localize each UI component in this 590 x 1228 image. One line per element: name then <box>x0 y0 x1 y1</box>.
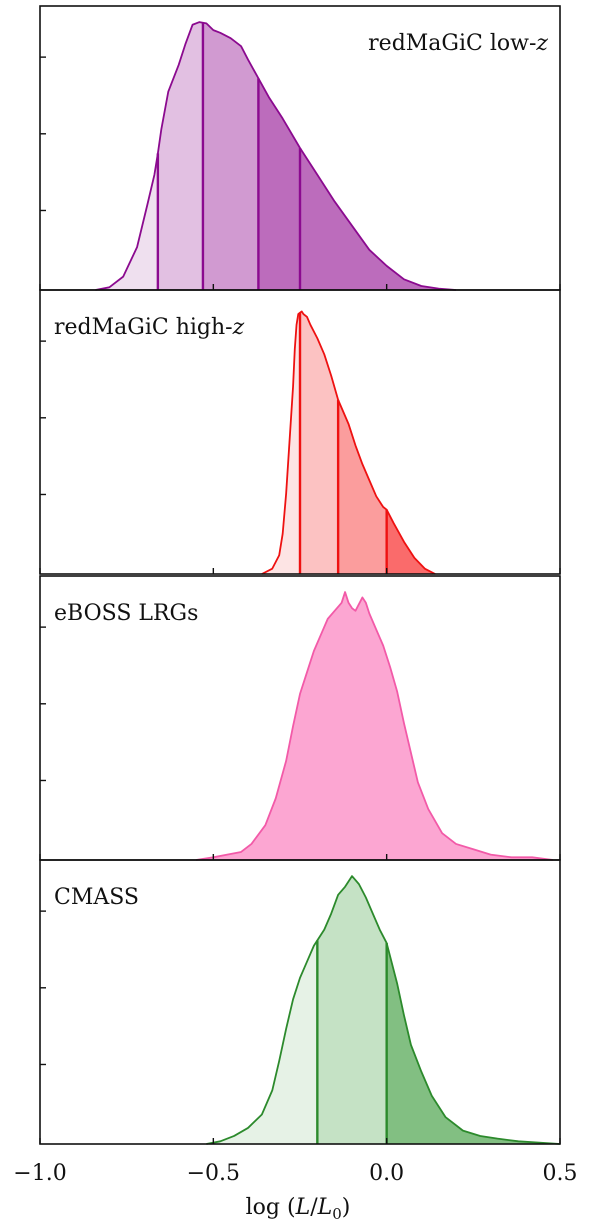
redmagic-high-z-bin-2-fill <box>300 311 339 574</box>
x-axis-title: log (L/L0) <box>246 1195 351 1223</box>
cmass-label: CMASS <box>54 885 139 910</box>
redmagic-low-z-label-var: z <box>535 31 548 56</box>
redmagic-high-z-bin-4-fill <box>386 509 436 574</box>
panel-eboss-lrgs: eBOSS LRGs <box>39 575 561 861</box>
redmagic-low-z-bin-3-fill <box>202 22 259 291</box>
redmagic-high-z-bin-1-fill <box>261 312 300 574</box>
redmagic-high-z-label-var: z <box>232 315 245 340</box>
cmass-curve <box>206 875 561 1145</box>
redmagic-low-z-bin-4-fill <box>258 78 300 290</box>
x-tick-label-2: −0.5 <box>187 1161 240 1186</box>
redmagic-low-z-label-text: redMaGiC low- <box>368 31 536 56</box>
cmass-bin-3-fill <box>386 943 560 1144</box>
redmagic-high-z-curve <box>261 310 436 575</box>
redmagic-low-z-curve <box>95 21 457 291</box>
redmagic-high-z-label-text: redMaGiC high- <box>54 315 233 340</box>
redmagic-low-z-bin-2-fill <box>157 22 203 291</box>
x-tick-label-3: 0.0 <box>369 1161 404 1186</box>
x-tick-label-4: 0.5 <box>543 1161 578 1186</box>
eboss-lrgs-curve <box>195 591 554 861</box>
redmagic-high-z-label: redMaGiC high-z <box>54 315 245 340</box>
x-axis: log (L/L0) −1.0 −0.5 0.0 0.5 <box>13 1161 577 1223</box>
panel-redmagic-low-z: redMaGiC low-z <box>39 5 561 291</box>
eboss-lrgs-label: eBOSS LRGs <box>54 601 198 626</box>
redmagic-high-z-frame <box>39 289 561 575</box>
cmass-frame <box>39 859 561 1145</box>
cmass-bin-1-fill <box>206 940 318 1144</box>
redmagic-low-z-bin-1-fill <box>95 153 158 290</box>
panel-redmagic-high-z: redMaGiC high-z <box>39 289 561 575</box>
redmagic-high-z-bin-3-fill <box>338 399 387 574</box>
redmagic-low-z-label: redMaGiC low-z <box>368 31 548 56</box>
panel-cmass: CMASS <box>39 859 561 1145</box>
cmass-bin-2-fill <box>317 876 387 1144</box>
x-tick-label-1: −1.0 <box>13 1161 66 1186</box>
eboss-lrgs-bin-1-fill <box>196 592 554 860</box>
redmagic-low-z-bin-5-fill <box>300 148 456 290</box>
